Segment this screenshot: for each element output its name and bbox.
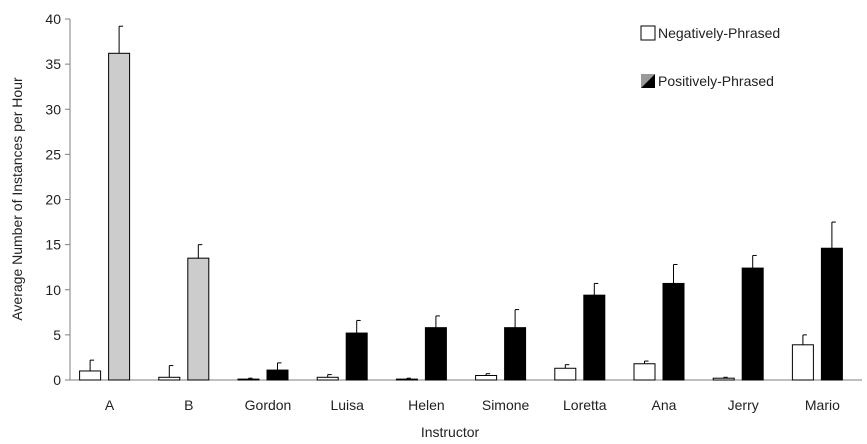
- x-tick-label: Ana: [652, 397, 677, 413]
- y-tick-label: 5: [53, 327, 61, 343]
- bar-positively-phrased: [424, 327, 447, 381]
- x-tick-label: A: [105, 397, 115, 413]
- bar-positively-phrased: [345, 332, 368, 381]
- y-tick-label: 0: [53, 372, 61, 388]
- y-tick-label: 10: [45, 282, 61, 298]
- y-tick-label: 40: [45, 11, 61, 27]
- y-tick-label: 20: [45, 192, 61, 208]
- y-tick-label: 15: [45, 237, 61, 253]
- bar-negatively-phrased: [316, 376, 339, 381]
- bar-positively-phrased: [820, 247, 843, 381]
- bar-positively-phrased: [662, 282, 685, 381]
- bar-negatively-phrased: [712, 377, 735, 381]
- bar-negatively-phrased: [633, 363, 656, 381]
- bar-negatively-phrased: [79, 370, 102, 381]
- x-tick-label: Simone: [482, 397, 530, 413]
- x-tick-label: Loretta: [563, 397, 607, 413]
- legend-swatch-positive-black: [641, 74, 655, 88]
- x-tick-label: Mario: [805, 397, 840, 413]
- legend-swatch-negative: [640, 25, 656, 41]
- x-tick-label: Gordon: [245, 397, 292, 413]
- bar-negatively-phrased: [791, 344, 814, 381]
- x-tick-label: B: [184, 397, 193, 413]
- bar-negatively-phrased: [395, 378, 418, 381]
- bar-negatively-phrased: [237, 378, 260, 381]
- bar-negatively-phrased: [158, 376, 181, 381]
- bar-negatively-phrased: [554, 367, 577, 381]
- plot-area: 0 5 10 15 20 25 30 35 40 A B Gordon Luisa Helen Simone…: [45, 11, 862, 413]
- bar-positively-phrased: [741, 267, 764, 381]
- legend-label-positive: Positively-Phrased: [658, 73, 774, 89]
- bar-positively-phrased: [504, 327, 527, 381]
- y-tick-label: 25: [45, 146, 61, 162]
- x-tick-label: Helen: [408, 397, 445, 413]
- bar-negatively-phrased: [475, 374, 498, 381]
- y-tick-label: 35: [45, 56, 61, 72]
- bar-positively-phrased: [583, 294, 606, 381]
- legend: Negatively-Phrased Positively-Phrased: [640, 25, 780, 89]
- bar-positively-phrased: [266, 369, 289, 381]
- legend-label-negative: Negatively-Phrased: [658, 25, 780, 41]
- bar-positively-phrased: [187, 257, 210, 381]
- x-tick-label: Jerry: [728, 397, 759, 413]
- bar-positively-phrased: [108, 52, 131, 381]
- y-tick-label: 30: [45, 101, 61, 117]
- y-axis-label: Average Number of Instances per Hour: [9, 77, 25, 321]
- x-axis-label: Instructor: [421, 424, 480, 440]
- x-tick-label: Luisa: [330, 397, 364, 413]
